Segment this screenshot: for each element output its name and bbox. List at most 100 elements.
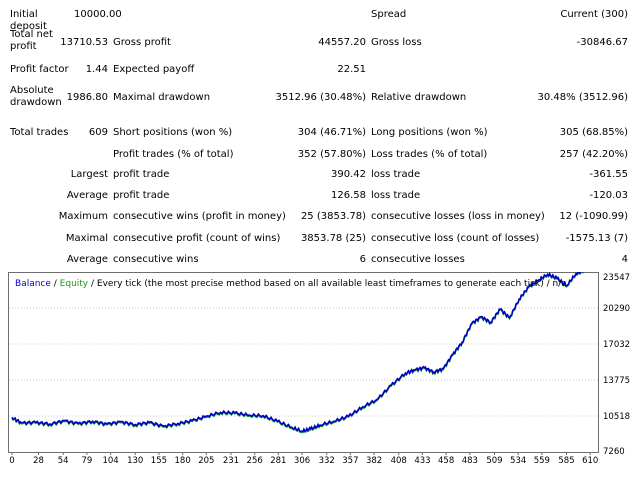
y-tick-labels: 23547 20290 17032 13775 10518 7260 <box>603 273 630 457</box>
largest-profit-value: 390.42 <box>331 169 366 180</box>
profit-trades-value: 352 (57.80%) <box>297 149 366 160</box>
average-consecutive-losses-value: 4 <box>621 254 628 265</box>
y-tick-label: 13775 <box>603 376 630 386</box>
balance-line <box>11 272 585 433</box>
row-largest: Largest profit trade 390.42 loss trade -… <box>0 169 640 189</box>
x-tick-label: 180 <box>175 456 191 463</box>
loss-trades-value: 257 (42.20%) <box>559 149 628 160</box>
maximal-drawdown-label: Maximal drawdown <box>113 92 211 103</box>
x-tick-label: 483 <box>462 456 478 463</box>
average-consecutive-label: Average <box>66 254 108 265</box>
profit-trades-label: Profit trades (% of total) <box>113 149 234 160</box>
x-tick-label: 585 <box>558 456 574 463</box>
x-tick-label: 281 <box>270 456 286 463</box>
average-loss-label: loss trade <box>371 190 421 201</box>
row-initial-deposit: Initial deposit 10000.00 Spread Current … <box>0 9 640 32</box>
row-average-consecutive: Average consecutive wins 6 consecutive l… <box>0 254 640 274</box>
row-total-trades: Total trades 609 Short positions (won %)… <box>0 127 640 147</box>
average-label: Average <box>66 190 108 201</box>
x-tick-label: 357 <box>342 456 358 463</box>
x-tick-label: 458 <box>438 456 454 463</box>
relative-drawdown-value: 30.48% (3512.96) <box>537 92 628 103</box>
maximal-consecutive-loss-value: -1575.13 (7) <box>565 233 628 244</box>
relative-drawdown-label: Relative drawdown <box>371 92 467 103</box>
maximal-consecutive-profit-value: 3853.78 (25) <box>300 233 366 244</box>
x-tick-label: 332 <box>319 456 335 463</box>
max-consecutive-wins-value: 25 (3853.78) <box>300 211 366 222</box>
expected-payoff-value: 22.51 <box>337 64 366 75</box>
maximal-consecutive-loss-label: consecutive loss (count of losses) <box>371 233 540 244</box>
average-consecutive-wins-value: 6 <box>359 254 366 265</box>
max-consecutive-wins-label: consecutive wins (profit in money) <box>113 211 286 222</box>
x-tick-label: 559 <box>534 456 550 463</box>
largest-loss-value: -361.55 <box>589 169 628 180</box>
gross-profit-value: 44557.20 <box>318 37 366 48</box>
row-net-profit: Total net profit 13710.53 Gross profit 4… <box>0 29 640 52</box>
x-tick-label: 306 <box>294 456 310 463</box>
max-consecutive-losses-value: 12 (-1090.99) <box>559 211 628 222</box>
x-tick-label: 382 <box>366 456 382 463</box>
long-positions-label: Long positions (won %) <box>371 127 488 138</box>
legend-balance: Balance <box>15 279 51 289</box>
row-profit-trades: Profit trades (% of total) 352 (57.80%) … <box>0 149 640 169</box>
short-positions-value: 304 (46.71%) <box>297 127 366 138</box>
spread-value: Current (300) <box>560 9 628 20</box>
y-tick-label: 17032 <box>603 340 630 350</box>
x-tick-label: 408 <box>391 456 407 463</box>
balance-equity-chart: 23547 20290 17032 13775 10518 7260 0 28 54 79 104… <box>8 272 630 463</box>
x-tick-label: 104 <box>102 456 118 463</box>
average-profit-value: 126.58 <box>331 190 366 201</box>
largest-loss-label: loss trade <box>371 169 421 180</box>
x-tick-label: 534 <box>510 456 526 463</box>
initial-deposit-value: 10000.00 <box>74 9 122 20</box>
x-tick-label: 433 <box>414 456 430 463</box>
x-tick-label: 256 <box>247 456 263 463</box>
profit-factor-label: Profit factor <box>10 64 69 75</box>
row-maximum: Maximum consecutive wins (profit in mone… <box>0 211 640 231</box>
y-tick-label: 23547 <box>603 273 630 283</box>
expected-payoff-label: Expected payoff <box>113 64 195 75</box>
x-tick-label: 610 <box>582 456 598 463</box>
grid-lines <box>9 307 598 455</box>
x-tick-label: 79 <box>81 456 92 463</box>
chart-legend: Balance / Equity / Every tick (the most … <box>15 279 567 289</box>
x-tick-label: 54 <box>58 456 69 463</box>
largest-label: Largest <box>70 169 108 180</box>
loss-trades-label: Loss trades (% of total) <box>371 149 488 160</box>
x-tick-label: 0 <box>9 456 14 463</box>
x-tick-label: 130 <box>127 456 143 463</box>
x-tick-labels: 0 28 54 79 104 130 155 180 205 231 256 281 306 332 357… <box>9 456 598 463</box>
average-consecutive-losses-label: consecutive losses <box>371 254 465 265</box>
total-net-profit-value: 13710.53 <box>60 37 108 48</box>
maximal-consecutive-profit-label: consecutive profit (count of wins) <box>113 233 281 244</box>
x-tick-label: 155 <box>151 456 167 463</box>
row-profit-factor: Profit factor 1.44 Expected payoff 22.51 <box>0 64 640 84</box>
total-trades-label: Total trades <box>10 127 69 138</box>
row-maximal: Maximal consecutive profit (count of win… <box>0 233 640 253</box>
gross-loss-label: Gross loss <box>371 37 422 48</box>
x-tick-label: 509 <box>486 456 502 463</box>
y-tick-label: 7260 <box>603 447 625 457</box>
series-lines <box>11 272 585 434</box>
absolute-drawdown-label: Absolute drawdown <box>10 85 62 108</box>
short-positions-label: Short positions (won %) <box>113 127 233 138</box>
profit-factor-value: 1.44 <box>85 64 108 75</box>
initial-deposit-label: Initial deposit <box>10 9 47 32</box>
maximum-label: Maximum <box>58 211 108 222</box>
long-positions-value: 305 (68.85%) <box>559 127 628 138</box>
gross-profit-label: Gross profit <box>113 37 171 48</box>
row-average: Average profit trade 126.58 loss trade -… <box>0 190 640 210</box>
legend-equity: Equity <box>59 279 89 289</box>
y-tick-label: 20290 <box>603 304 630 314</box>
average-consecutive-wins-label: consecutive wins <box>113 254 199 265</box>
max-consecutive-losses-label: consecutive losses (loss in money) <box>371 211 545 222</box>
largest-profit-label: profit trade <box>113 169 170 180</box>
report-table: Initial deposit 10000.00 Spread Current … <box>0 9 640 265</box>
x-tick-label: 205 <box>198 456 214 463</box>
plot-frame <box>8 272 599 453</box>
legend-description: / Every tick (the most precise method ba… <box>88 279 567 289</box>
x-tick-label: 28 <box>33 456 44 463</box>
total-trades-value: 609 <box>88 127 108 138</box>
maximal-drawdown-value: 3512.96 (30.48%) <box>275 92 366 103</box>
row-drawdown: Absolute drawdown 1986.80 Maximal drawdo… <box>0 85 640 108</box>
